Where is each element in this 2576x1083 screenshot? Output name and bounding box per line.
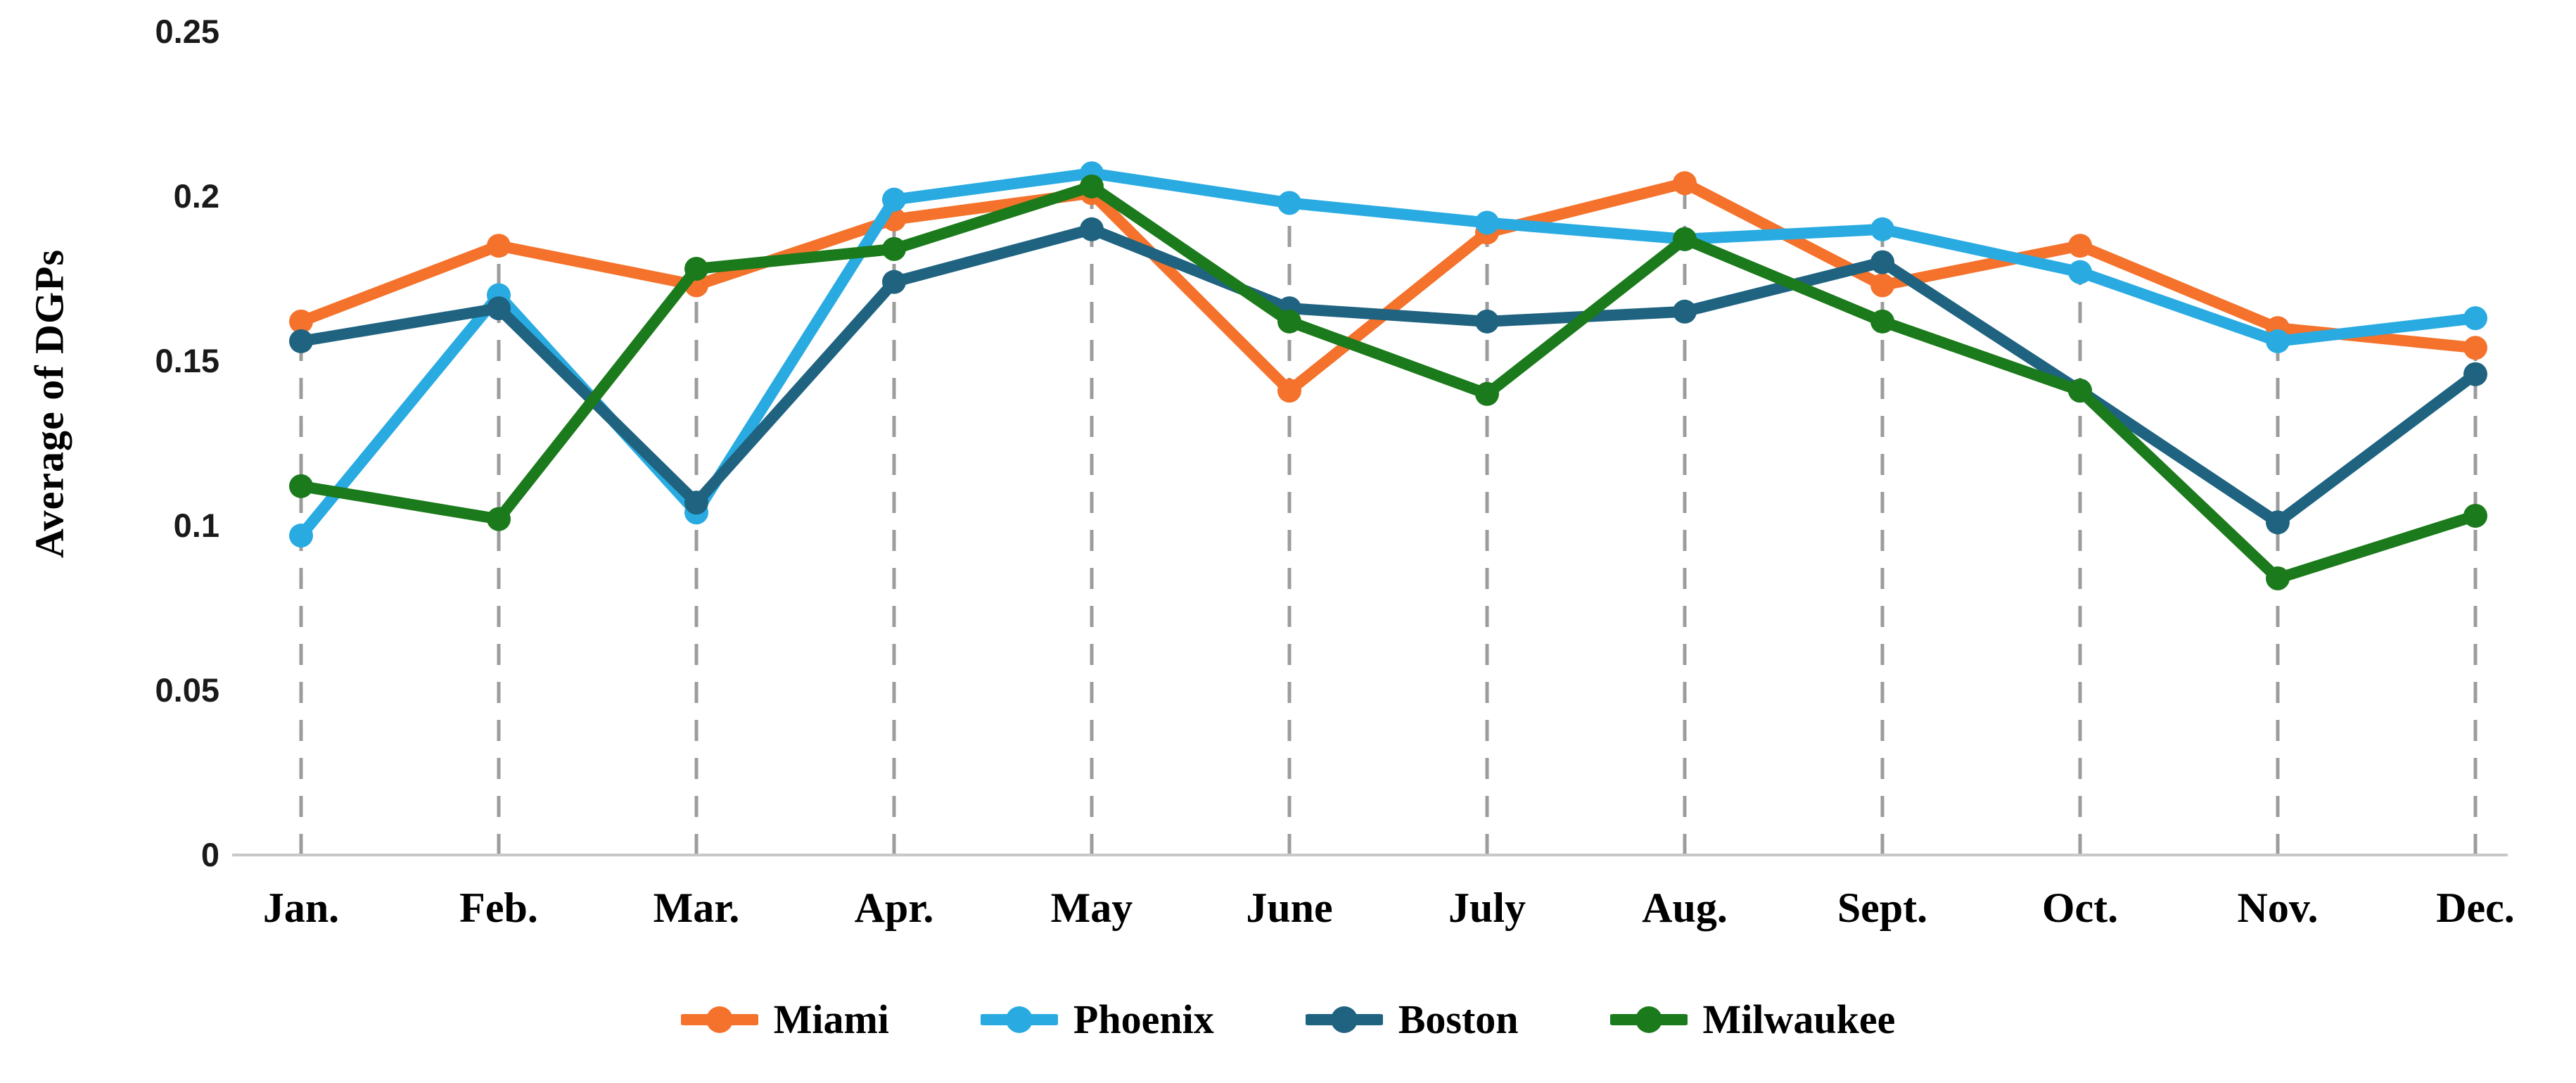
data-point-phoenix-july bbox=[1475, 210, 1499, 235]
legend-item-boston: Boston bbox=[1305, 996, 1519, 1043]
x-tick-label-dec: Dec. bbox=[2436, 885, 2515, 931]
data-point-milwaukee-may bbox=[1080, 174, 1104, 198]
data-point-boston-feb bbox=[487, 296, 511, 321]
data-point-phoenix-june bbox=[1277, 191, 1301, 215]
data-point-miami-sept bbox=[1870, 273, 1894, 298]
x-tick-label-may: May bbox=[1051, 885, 1133, 931]
data-point-milwaukee-mar bbox=[684, 256, 708, 281]
x-tick-label-aug: Aug. bbox=[1642, 885, 1728, 931]
legend-marker-icon bbox=[980, 1006, 1058, 1033]
legend-label-milwaukee: Milwaukee bbox=[1702, 996, 1896, 1042]
y-tick-label: 0 bbox=[201, 836, 219, 873]
data-point-phoenix-sept bbox=[1870, 217, 1894, 241]
data-point-phoenix-oct bbox=[2068, 260, 2092, 284]
legend-marker-icon bbox=[1609, 1006, 1688, 1033]
data-point-boston-jan bbox=[289, 329, 313, 353]
data-point-boston-sept bbox=[1870, 250, 1894, 274]
data-point-boston-apr bbox=[882, 270, 906, 294]
legend-item-phoenix: Phoenix bbox=[980, 996, 1214, 1043]
data-point-miami-dec bbox=[2463, 336, 2487, 360]
data-point-phoenix-jan bbox=[289, 524, 313, 548]
data-point-milwaukee-oct bbox=[2068, 379, 2092, 403]
x-tick-label-july: July bbox=[1448, 885, 1526, 931]
x-tick-label-feb: Feb. bbox=[459, 885, 538, 931]
legend-marker-icon bbox=[1305, 1006, 1383, 1033]
legend-item-milwaukee: Milwaukee bbox=[1609, 996, 1896, 1043]
y-tick-label: 0.1 bbox=[174, 507, 219, 544]
data-point-milwaukee-apr bbox=[882, 236, 906, 261]
data-point-miami-aug bbox=[1673, 171, 1697, 196]
data-point-phoenix-nov bbox=[2266, 329, 2290, 353]
y-tick-label: 0.15 bbox=[155, 342, 219, 379]
data-point-milwaukee-jan bbox=[289, 474, 313, 498]
data-point-boston-nov bbox=[2266, 510, 2290, 535]
x-tick-label-apr: Apr. bbox=[855, 885, 934, 931]
data-point-milwaukee-feb bbox=[487, 507, 511, 531]
x-tick-label-sept: Sept. bbox=[1837, 885, 1927, 931]
data-point-miami-june bbox=[1277, 379, 1301, 403]
data-point-boston-aug bbox=[1673, 299, 1697, 324]
data-point-milwaukee-aug bbox=[1673, 227, 1697, 251]
x-tick-label-mar: Mar. bbox=[653, 885, 740, 931]
data-point-phoenix-apr bbox=[882, 187, 906, 212]
x-tick-label-jan: Jan. bbox=[263, 885, 339, 931]
data-point-milwaukee-nov bbox=[2266, 566, 2290, 590]
data-point-phoenix-dec bbox=[2463, 306, 2487, 331]
data-point-milwaukee-sept bbox=[1870, 309, 1894, 334]
data-point-miami-oct bbox=[2068, 234, 2092, 258]
legend-label-boston: Boston bbox=[1398, 996, 1519, 1042]
data-point-milwaukee-july bbox=[1475, 381, 1499, 406]
legend-marker-icon bbox=[680, 1006, 758, 1033]
data-point-boston-may bbox=[1080, 217, 1104, 241]
data-point-boston-dec bbox=[2463, 362, 2487, 386]
data-point-boston-mar bbox=[684, 490, 708, 515]
legend-item-miami: Miami bbox=[680, 996, 889, 1043]
data-point-miami-feb bbox=[487, 234, 511, 258]
y-tick-label: 0.25 bbox=[155, 13, 219, 50]
legend-label-phoenix: Phoenix bbox=[1073, 996, 1214, 1042]
x-tick-label-nov: Nov. bbox=[2237, 885, 2318, 931]
x-tick-label-june: June bbox=[1246, 885, 1332, 931]
data-point-milwaukee-dec bbox=[2463, 503, 2487, 528]
legend: Miami Phoenix Boston Milwaukee bbox=[0, 996, 2576, 1043]
x-tick-label-oct: Oct. bbox=[2042, 885, 2118, 931]
data-point-boston-july bbox=[1475, 309, 1499, 334]
y-tick-label: 0.05 bbox=[155, 671, 219, 709]
series-line-milwaukee bbox=[295, 180, 2481, 584]
y-tick-label: 0.2 bbox=[174, 177, 219, 215]
data-point-milwaukee-june bbox=[1277, 309, 1301, 334]
legend-label-miami: Miami bbox=[773, 996, 889, 1042]
data-point-miami-jan bbox=[289, 309, 313, 334]
series-line-boston bbox=[295, 223, 2481, 528]
